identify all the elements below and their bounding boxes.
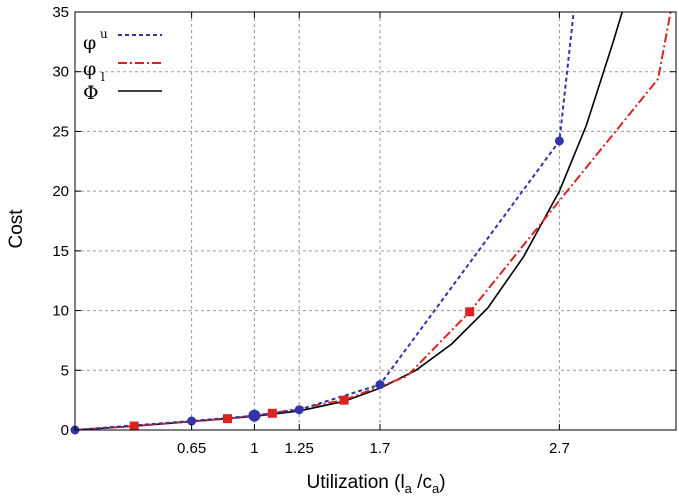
y-tick-label: 5	[61, 362, 69, 379]
series-marker-0	[554, 136, 564, 146]
x-axis-label-sub1: a	[405, 481, 413, 496]
series-markers	[70, 136, 564, 435]
series-line-0	[75, 12, 575, 430]
x-tick-label: 0.65	[177, 440, 206, 457]
series-marker-1	[129, 421, 139, 431]
x-tick-label: 1.7	[370, 440, 391, 457]
y-tick-label: 35	[52, 4, 69, 21]
series-marker-1	[267, 408, 277, 418]
y-tick-label: 30	[52, 64, 69, 81]
x-axis-label-sub2: a	[432, 481, 440, 496]
y-tick-label: 10	[52, 303, 69, 320]
y-tick-label: 15	[52, 243, 69, 260]
y-tick-label: 25	[52, 123, 69, 140]
x-tick-label: 1.25	[285, 440, 314, 457]
x-tick-label: 1	[250, 440, 258, 457]
series-line-1	[75, 12, 672, 430]
x-axis-label-main: Utilization (l	[306, 472, 404, 493]
x-axis-label-end: )	[439, 472, 445, 493]
series-marker-0	[294, 405, 304, 415]
axes: 0 5 10 15 20 25 30 35 0.65 1 1.25 1.7 2.7	[52, 4, 676, 457]
y-tick-label: 20	[52, 183, 69, 200]
series-marker-0	[187, 416, 197, 426]
series-marker-1	[222, 414, 232, 424]
legend-label-phi-l: φ	[83, 58, 96, 80]
plot-frame	[74, 11, 677, 431]
grid	[75, 12, 676, 430]
series-marker-1	[465, 307, 475, 317]
series-lines	[75, 12, 672, 430]
legend-label-big-phi: Φ	[83, 82, 99, 104]
series-marker-0	[375, 380, 385, 390]
legend-label-phi-u: φ	[83, 32, 96, 54]
series-marker-1	[339, 395, 349, 405]
x-axis-label: Utilization (la /ca)	[306, 472, 445, 496]
legend: φ u φ l Φ	[83, 27, 162, 104]
series-marker-0	[248, 409, 261, 422]
x-tick-label: 2.7	[549, 440, 570, 457]
legend-sub-l: l	[101, 70, 105, 84]
series-line-2	[75, 12, 623, 430]
y-tick-label: 0	[61, 422, 69, 439]
x-axis-label-mid: /c	[412, 472, 432, 493]
legend-sup-u: u	[100, 27, 108, 41]
y-axis-label: Cost	[6, 209, 27, 249]
